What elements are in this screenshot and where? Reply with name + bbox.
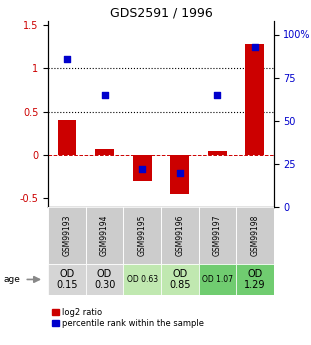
Bar: [58, 120, 77, 155]
Bar: [86, 207, 123, 264]
Point: [215, 92, 220, 98]
Bar: [161, 264, 198, 295]
Point: [102, 92, 107, 98]
Point: [64, 56, 69, 61]
Title: GDS2591 / 1996: GDS2591 / 1996: [109, 7, 212, 20]
Text: OD
1.29: OD 1.29: [244, 269, 266, 290]
Text: GSM99198: GSM99198: [250, 215, 259, 256]
Text: age: age: [3, 275, 20, 284]
Bar: [236, 207, 274, 264]
Text: OD
0.85: OD 0.85: [169, 269, 190, 290]
Bar: [161, 207, 198, 264]
Bar: [245, 44, 264, 155]
Bar: [123, 207, 161, 264]
Bar: [170, 155, 189, 194]
Text: GSM99195: GSM99195: [138, 215, 147, 256]
Legend: log2 ratio, percentile rank within the sample: log2 ratio, percentile rank within the s…: [52, 308, 204, 328]
Bar: [95, 149, 114, 155]
Bar: [123, 264, 161, 295]
Point: [140, 166, 145, 172]
Text: GSM99197: GSM99197: [213, 215, 222, 256]
Text: OD
0.15: OD 0.15: [56, 269, 78, 290]
Point: [177, 170, 182, 175]
Bar: [208, 151, 227, 155]
Text: OD 0.63: OD 0.63: [127, 275, 158, 284]
Bar: [48, 207, 86, 264]
Text: GSM99196: GSM99196: [175, 215, 184, 256]
Bar: [133, 155, 151, 181]
Bar: [86, 264, 123, 295]
Text: OD 1.07: OD 1.07: [202, 275, 233, 284]
Bar: [198, 207, 236, 264]
Text: OD
0.30: OD 0.30: [94, 269, 115, 290]
Bar: [198, 264, 236, 295]
Text: GSM99194: GSM99194: [100, 215, 109, 256]
Bar: [48, 264, 86, 295]
Bar: [236, 264, 274, 295]
Text: GSM99193: GSM99193: [63, 215, 72, 256]
Point: [253, 44, 258, 49]
